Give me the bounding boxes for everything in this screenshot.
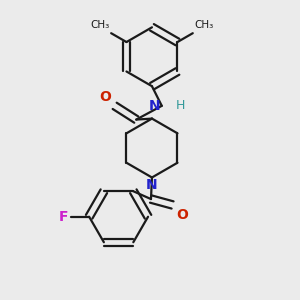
Text: O: O — [176, 208, 188, 222]
Text: N: N — [146, 178, 158, 193]
Text: F: F — [59, 210, 68, 224]
Text: CH₃: CH₃ — [90, 20, 109, 30]
Text: O: O — [99, 90, 111, 104]
Text: H: H — [176, 99, 185, 112]
Text: N: N — [149, 99, 161, 113]
Text: CH₃: CH₃ — [195, 20, 214, 30]
